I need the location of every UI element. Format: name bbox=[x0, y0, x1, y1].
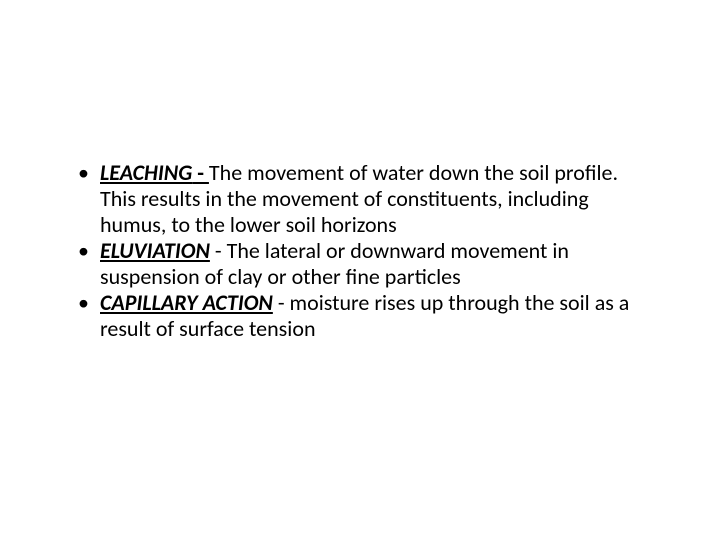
dash: - bbox=[273, 289, 290, 316]
content-block: LEACHING - The movement of water down th… bbox=[72, 160, 648, 342]
list-item: LEACHING - The movement of water down th… bbox=[72, 160, 648, 238]
list-item: CAPILLARY ACTION - moisture rises up thr… bbox=[72, 290, 648, 342]
slide: LEACHING - The movement of water down th… bbox=[0, 0, 720, 540]
list-item: ELUVIATION - The lateral or downward mov… bbox=[72, 238, 648, 290]
term-leaching: LEACHING bbox=[100, 159, 192, 186]
dash: - bbox=[192, 159, 209, 186]
term-capillary-action: CAPILLARY ACTION bbox=[100, 289, 273, 316]
dash: - bbox=[210, 237, 227, 264]
term-eluviation: ELUVIATION bbox=[100, 237, 210, 264]
bullet-list: LEACHING - The movement of water down th… bbox=[72, 160, 648, 342]
